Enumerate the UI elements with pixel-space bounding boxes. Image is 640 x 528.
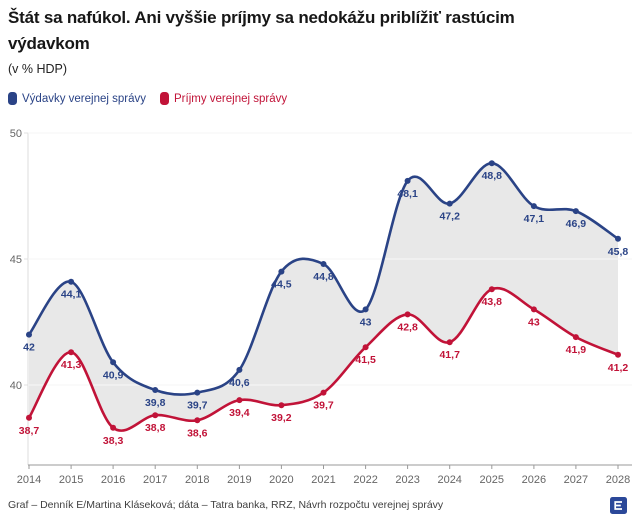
dennik-e-logo-icon <box>610 497 627 514</box>
line-chart: 40 45 50 2014 2015 2016 2017 2018 2019 2020 2021 20… <box>10 128 632 486</box>
x-tick-label: 2017 <box>143 474 167 486</box>
data-label: 38,3 <box>103 435 124 447</box>
data-point <box>278 268 285 275</box>
title-line-1: Štát sa nafúkol. Ani vyššie príjmy sa ne… <box>8 8 515 27</box>
x-tick-label: 2015 <box>59 474 83 486</box>
x-tick-label: 2027 <box>564 474 588 486</box>
data-point <box>446 200 453 207</box>
data-label: 39,7 <box>187 400 208 412</box>
data-label: 39,8 <box>145 397 166 409</box>
data-point <box>404 311 411 318</box>
data-point <box>615 235 621 242</box>
data-label: 48,1 <box>397 188 418 200</box>
data-point <box>572 208 579 215</box>
y-tick-label: 45 <box>10 254 22 266</box>
chart-subtitle: (v % HDP) <box>8 62 68 76</box>
data-label: 40,9 <box>103 369 124 381</box>
data-label: 43 <box>360 316 372 328</box>
data-label: 39,7 <box>313 400 334 412</box>
data-point <box>236 397 243 404</box>
data-label: 43 <box>528 316 540 328</box>
logo-e-glyph <box>614 501 622 510</box>
data-label: 41,3 <box>61 359 82 371</box>
title-line-2: výdavkom <box>8 34 90 53</box>
x-tick-label: 2023 <box>395 474 419 486</box>
data-label: 41,2 <box>608 362 629 374</box>
x-tick-label: 2016 <box>101 474 125 486</box>
legend-label: Výdavky verejnej správy <box>22 92 146 105</box>
data-label: 39,4 <box>229 407 250 419</box>
data-point <box>488 286 495 293</box>
data-point <box>572 334 579 341</box>
data-point <box>446 339 453 346</box>
x-tick-label: 2018 <box>185 474 209 486</box>
data-point <box>26 414 32 421</box>
data-label: 42 <box>23 342 35 354</box>
page-title: Štát sa nafúkol. Ani vyššie príjmy sa ne… <box>8 5 515 57</box>
data-point <box>320 261 327 267</box>
data-label: 47,2 <box>439 211 460 223</box>
data-label: 41,7 <box>439 349 460 361</box>
legend: Výdavky verejnej správy Príjmy verejnej … <box>8 92 287 105</box>
data-label: 44,1 <box>61 289 82 301</box>
data-label: 41,5 <box>355 354 376 366</box>
data-label: 47,1 <box>524 213 545 225</box>
data-point <box>236 366 243 373</box>
data-point <box>152 387 159 393</box>
source-credit: Graf – Denník E/Martina Kláseková; dáta … <box>8 499 444 511</box>
x-tick-label: 2025 <box>480 474 504 486</box>
data-point <box>68 349 75 356</box>
data-point <box>320 389 327 396</box>
data-point <box>194 417 201 424</box>
legend-label: Príjmy verejnej správy <box>174 92 288 105</box>
data-point <box>194 389 201 396</box>
data-point <box>615 351 621 358</box>
x-tick-label: 2026 <box>522 474 546 486</box>
legend-swatch-red <box>160 92 169 105</box>
x-tick-label: 2024 <box>437 474 461 486</box>
data-label: 44,8 <box>313 271 334 283</box>
x-tick-label: 2022 <box>353 474 377 486</box>
y-tick-label: 40 <box>10 380 22 392</box>
data-point <box>488 160 495 167</box>
data-label: 48,8 <box>482 170 503 182</box>
data-label: 44,5 <box>271 279 292 291</box>
data-point <box>362 344 369 351</box>
data-label: 43,8 <box>482 296 503 308</box>
band-between-series <box>29 163 618 431</box>
x-tick-label: 2028 <box>606 474 630 486</box>
x-tick-label: 2020 <box>269 474 293 486</box>
data-point <box>362 306 369 313</box>
data-point <box>152 412 159 419</box>
x-tick-label: 2014 <box>17 474 41 486</box>
data-label: 38,6 <box>187 427 208 439</box>
data-point <box>278 402 285 409</box>
data-point <box>404 177 411 184</box>
legend-item-revenues: Príjmy verejnej správy <box>160 92 287 105</box>
data-label: 38,8 <box>145 422 166 434</box>
x-tick-label: 2021 <box>311 474 335 486</box>
data-label: 40,6 <box>229 377 250 389</box>
x-tick-label: 2019 <box>227 474 251 486</box>
data-label: 46,9 <box>566 218 587 230</box>
series-line-expenditures <box>27 161 620 396</box>
legend-item-expenditures: Výdavky verejnej správy <box>8 92 146 105</box>
data-label: 42,8 <box>397 321 418 333</box>
data-label: 41,9 <box>566 344 587 356</box>
data-point <box>530 306 537 313</box>
data-label: 45,8 <box>608 246 629 258</box>
legend-swatch-blue <box>8 92 17 105</box>
data-point <box>110 359 117 366</box>
data-label: 38,7 <box>19 425 40 437</box>
y-tick-label: 50 <box>10 128 22 140</box>
data-point <box>26 331 32 338</box>
data-point <box>530 203 537 210</box>
data-point <box>110 424 117 431</box>
data-label: 39,2 <box>271 412 292 424</box>
data-point <box>68 278 75 285</box>
